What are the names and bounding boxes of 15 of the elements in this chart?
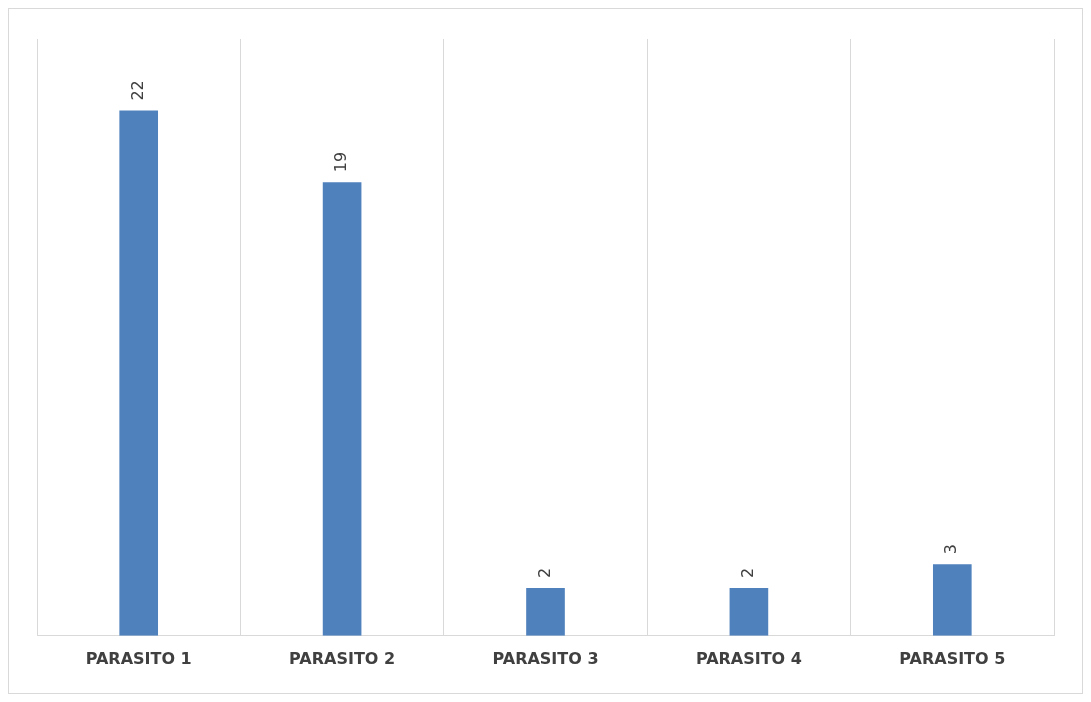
x-tick-label: PARASITO 3 (492, 648, 599, 668)
x-tick-label: PARASITO 4 (695, 648, 802, 668)
x-tick-label: PARASITO 2 (289, 648, 396, 668)
x-tick-label: PARASITO 5 (899, 648, 1006, 668)
data-label: 3 (941, 544, 961, 555)
bar (526, 588, 565, 636)
data-label: 22 (127, 80, 147, 101)
data-label: 2 (738, 567, 758, 579)
bar (729, 588, 769, 636)
data-label: 2 (534, 567, 554, 579)
x-tick-label: PARASITO 1 (85, 648, 192, 668)
data-label: 19 (331, 151, 351, 173)
bar (932, 564, 972, 636)
bar (322, 182, 362, 636)
bar (119, 110, 159, 636)
